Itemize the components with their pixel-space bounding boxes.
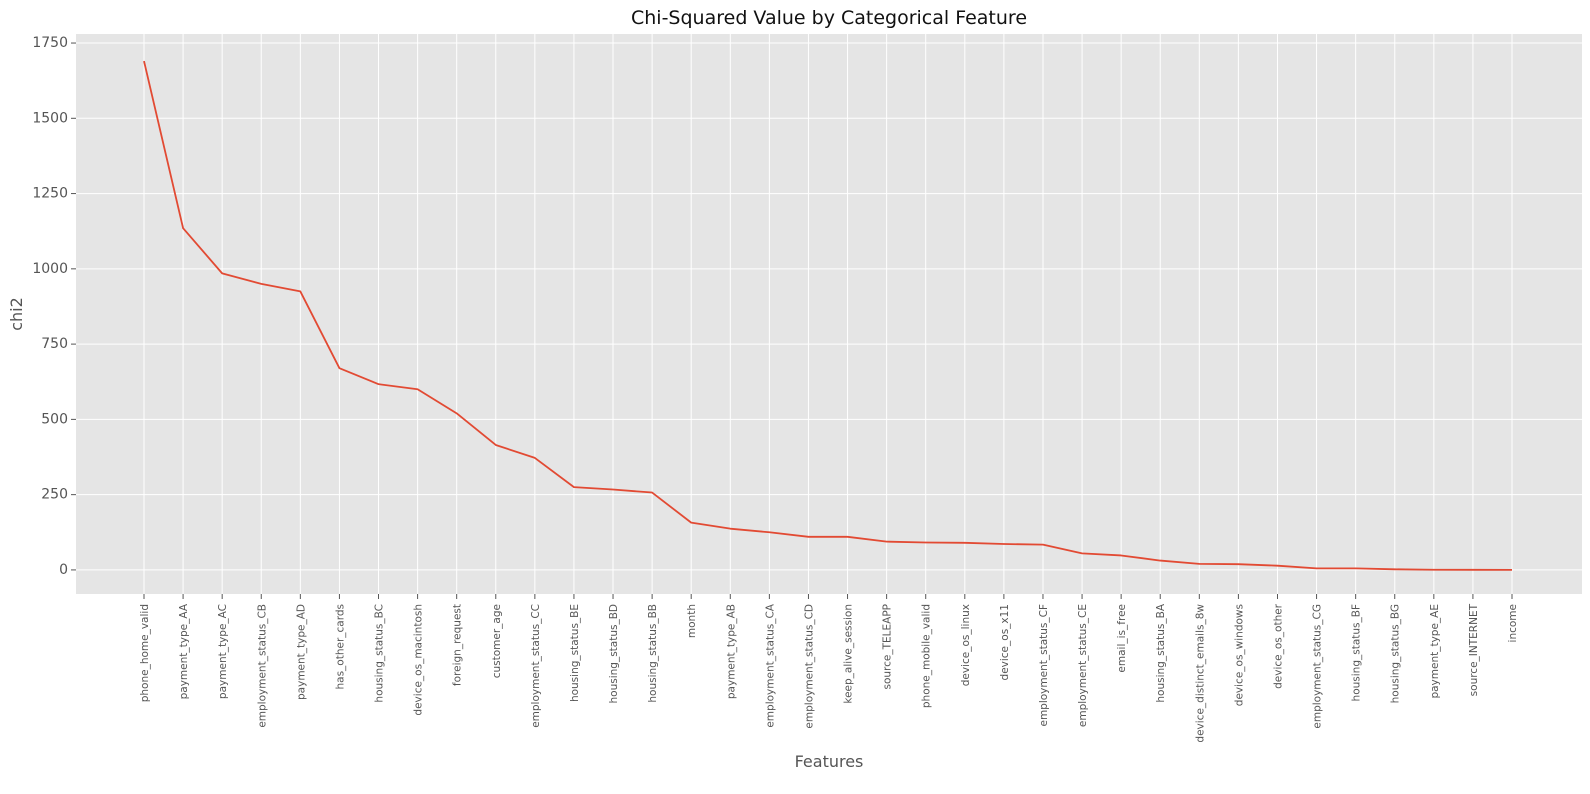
y-tick-label: 1500 [32,110,68,126]
x-tick-label: payment_type_AD [295,604,307,700]
x-tick-label: source_TELEAPP [882,604,894,690]
x-tick-label: has_other_cards [334,604,346,690]
x-tick-label: device_os_x11 [999,604,1011,680]
x-tick-label: employment_status_CB [256,604,268,728]
x-tick-label: housing_status_BG [1390,604,1402,703]
x-tick-label: employment_status_CE [1077,604,1089,727]
x-tick-label: payment_type_AB [725,604,737,699]
x-tick-label: housing_status_BD [608,604,620,704]
y-tick-labels: 0 250 500 750 1000 1250 1500 1750 [32,35,76,578]
x-tick-label: housing_status_BA [1155,603,1167,702]
x-tick-label: housing_status_BC [374,604,386,703]
x-tick-label: customer_age [491,604,503,678]
y-tick-label: 1750 [32,35,68,51]
x-tick-label: payment_type_AA [178,603,190,699]
x-tick-label: employment_status_CD [803,604,815,729]
plot-background [76,34,1582,594]
chart-title: Chi-Squared Value by Categorical Feature [631,7,1027,29]
x-axis-label: Features [795,752,864,771]
x-tick-label: foreign_request [452,604,464,686]
x-tick-label: housing_status_BB [647,604,659,703]
y-tick-label: 0 [59,562,68,578]
x-tick-label: device_os_other [1272,603,1284,689]
x-tick-label: employment_status_CF [1038,604,1050,727]
x-tick-label: phone_mobile_valid [921,604,933,708]
y-tick-label: 1000 [32,261,68,277]
x-tick-label: housing_status_BF [1351,604,1363,701]
x-tick-label: employment_status_CA [764,603,776,727]
y-axis-label: chi2 [7,297,26,331]
x-tick-label: keep_alive_session [843,604,855,704]
chi2-series-line [143,60,1513,571]
x-tick-label: device_os_macintosh [413,604,425,716]
x-tick-label: source_INTERNET [1468,603,1480,696]
grid-lines [76,34,1582,594]
x-tick-label: income [1507,604,1519,642]
x-tick-label: device_os_windows [1233,604,1245,706]
x-tick-label: employment_status_CG [1312,604,1324,729]
x-tick-label: month [686,604,698,638]
y-tick-label: 1250 [32,186,68,202]
y-tick-label: 750 [41,336,68,352]
x-tick-labels: phone_home_valid payment_type_AA payment_t… [139,594,1519,743]
x-tick-label: payment_type_AE [1429,604,1441,699]
y-tick-label: 250 [41,487,68,503]
y-tick-label: 500 [41,411,68,427]
x-tick-label: email_is_free [1116,604,1128,673]
x-tick-label: device_os_linux [960,604,972,686]
x-tick-label: employment_status_CC [530,604,542,728]
x-tick-label: phone_home_valid [139,604,151,702]
x-tick-label: housing_status_BE [569,604,581,702]
x-tick-label: payment_type_AC [217,604,229,699]
x-tick-label: device_distinct_emails_8w [1194,604,1206,743]
